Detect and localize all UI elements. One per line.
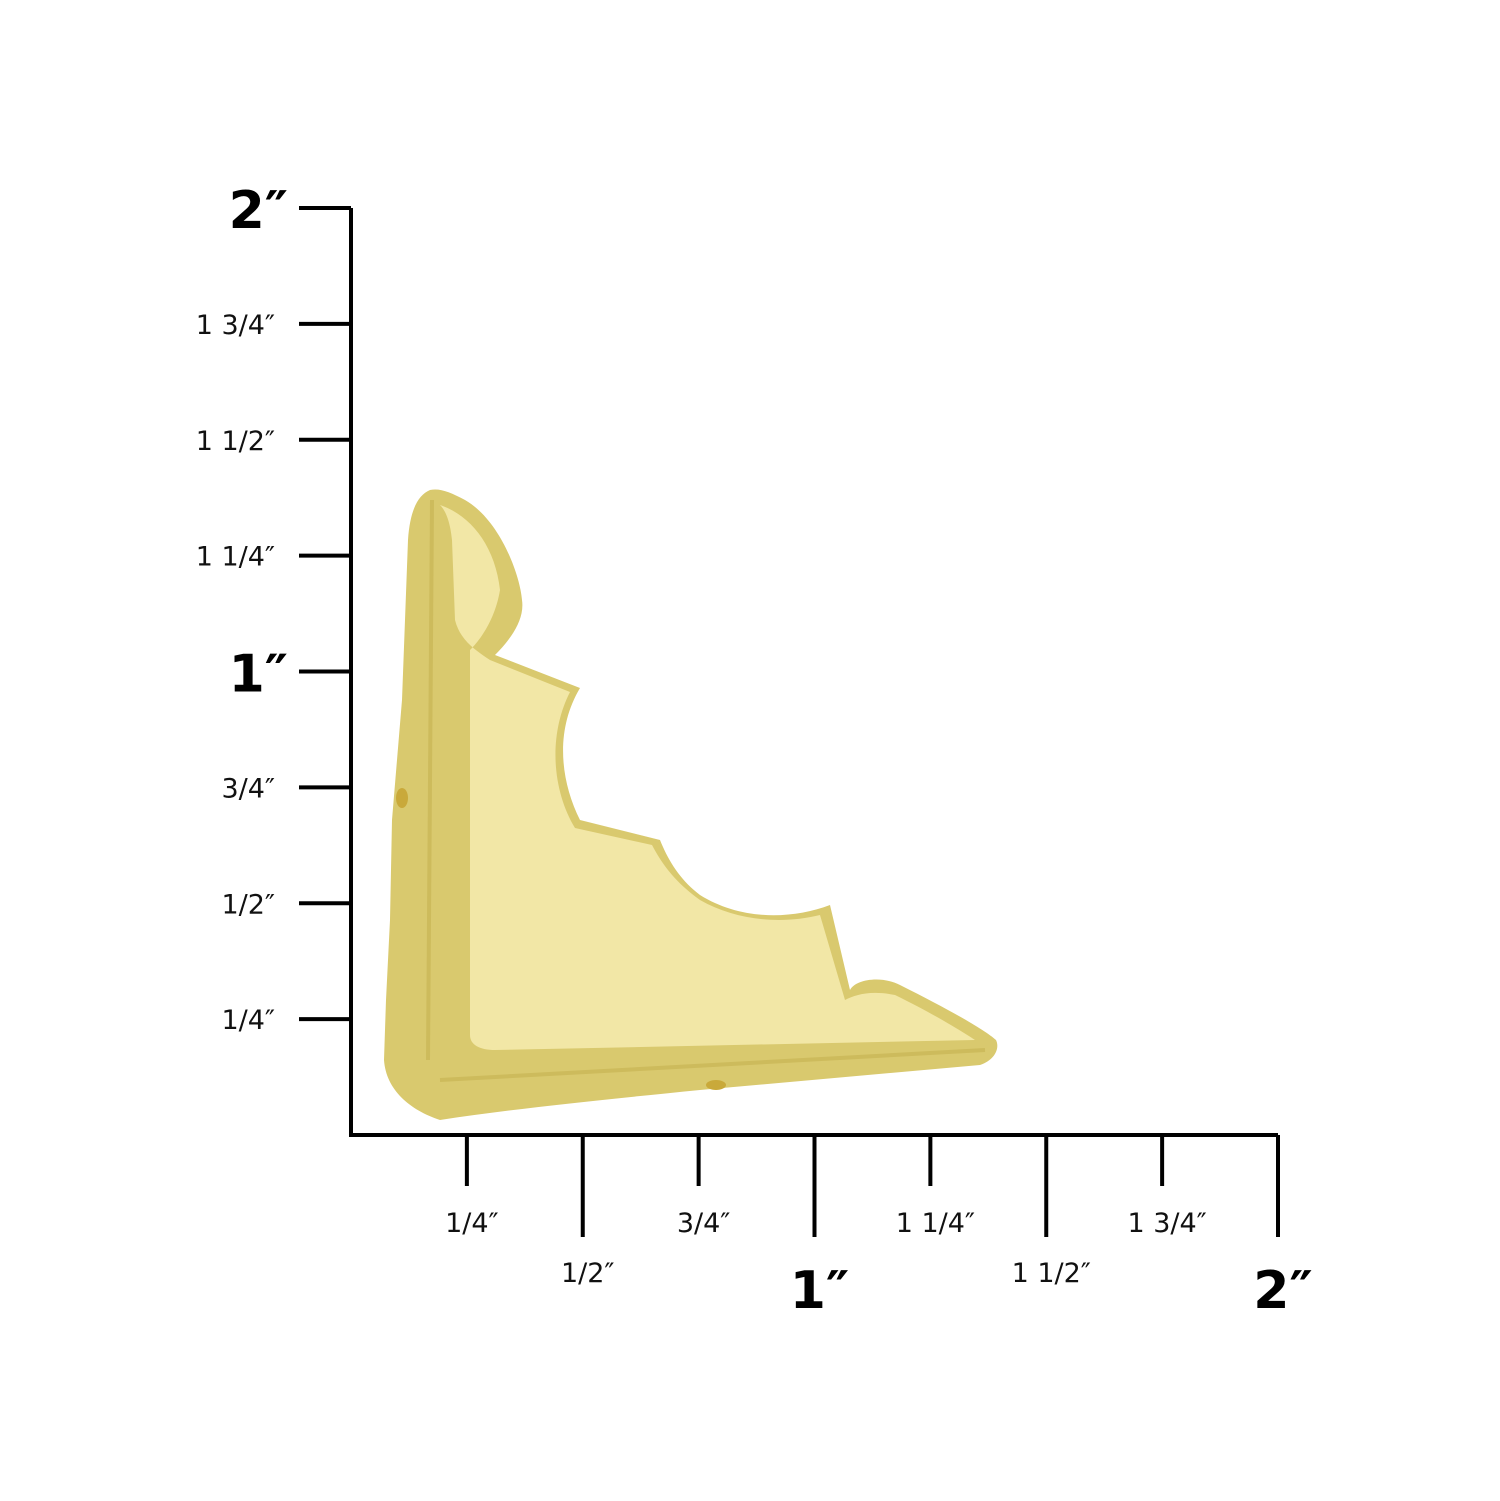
vertical-tick-label: 3/4″ xyxy=(221,773,275,804)
vertical-tick-label: 1/4″ xyxy=(221,1005,275,1036)
horizontal-tick-label: 2″ xyxy=(1253,1261,1312,1321)
horizontal-tick-label: 1/4″ xyxy=(445,1208,499,1239)
screw-hole-bottom xyxy=(706,1080,726,1090)
horizontal-tick-label: 1 1/4″ xyxy=(896,1208,975,1239)
horizontal-tick-label: 1 3/4″ xyxy=(1127,1208,1206,1239)
screw-hole-left xyxy=(396,788,408,808)
vertical-tick-label: 1 1/4″ xyxy=(196,542,275,573)
bracket-bottom-rim xyxy=(439,1048,986,1082)
vertical-tick-label: 1/2″ xyxy=(221,889,275,920)
corner-bracket-image xyxy=(384,489,998,1120)
vertical-tick-label: 1 1/2″ xyxy=(196,426,275,457)
vertical-tick-label: 1″ xyxy=(229,645,288,705)
horizontal-tick-label: 3/4″ xyxy=(677,1208,731,1239)
horizontal-tick-label: 1/2″ xyxy=(561,1258,615,1289)
horizontal-tick-label: 1 1/2″ xyxy=(1012,1258,1091,1289)
bracket-left-rim xyxy=(426,499,434,1061)
bracket-inner-face xyxy=(440,505,975,1050)
horizontal-tick-label: 1″ xyxy=(790,1261,849,1321)
measurement-scale: 1/4″ 1/2″ 3/4″ 1″ 1 1/4″ 1 1/2″ 1 3/4″ 2″ 1/4″ 1/… xyxy=(196,181,1313,1321)
vertical-tick-label: 1 3/4″ xyxy=(196,310,275,341)
vertical-tick-label: 2″ xyxy=(229,181,288,241)
